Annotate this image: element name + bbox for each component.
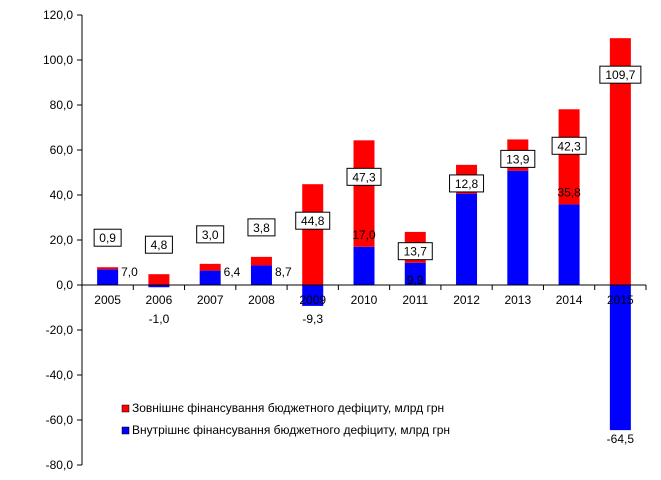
x-tick-label: 2008 <box>248 293 275 307</box>
x-tick-labels: 2005 2006 2007 2008 2009 2010 2011 2012 2013 2014… <box>94 293 634 307</box>
value-label-internal: -64,5 <box>607 432 635 446</box>
axes-layer: -80,0 -60,0 -40,0 -20,0 0,0 20,0 40,0 60,0 80,0 1… <box>43 8 647 472</box>
value-label-external: 4,8 <box>151 238 168 252</box>
x-tick-label: 2011 <box>402 293 428 307</box>
value-label-box-external <box>500 149 536 168</box>
x-tick-label: 2013 <box>504 293 531 307</box>
bar-external <box>609 38 631 285</box>
x-tick-label: 2007 <box>197 293 224 307</box>
bar-internal <box>97 269 119 285</box>
x-tick-label: 2005 <box>94 293 121 307</box>
value-label-external: 13,9 <box>506 152 530 166</box>
legend-swatch-internal <box>121 426 130 435</box>
value-label-box-external <box>346 167 382 186</box>
bar-external <box>148 274 170 285</box>
value-label-internal: -9,3 <box>302 312 323 326</box>
y-tick-label: 60,0 <box>50 143 74 157</box>
value-label-internal: 17,0 <box>352 228 376 242</box>
bar-internal <box>250 265 272 285</box>
y-tick-label: -80,0 <box>46 458 74 472</box>
bar-internal <box>456 193 478 285</box>
y-tick-label: 40,0 <box>50 188 74 202</box>
value-label-internal: -1,0 <box>149 312 170 326</box>
value-label-box-external <box>247 218 276 237</box>
y-tick-label: 120,0 <box>43 8 73 22</box>
bar-external <box>199 263 221 271</box>
y-tick-label: -20,0 <box>46 323 74 337</box>
y-tick-label: 100,0 <box>43 53 73 67</box>
bar-external <box>302 184 324 285</box>
value-label-external: 3,8 <box>253 221 270 235</box>
y-tick-label: -40,0 <box>46 368 74 382</box>
value-label-box-external <box>397 242 433 261</box>
legend-label-external: Зовнішнє фінансування бюджетного дефіцит… <box>132 401 444 415</box>
bar-internal <box>558 204 580 285</box>
bar-internal <box>507 170 529 285</box>
x-tick-label: 2012 <box>453 293 480 307</box>
y-tick-label: 20,0 <box>50 233 74 247</box>
bar-internal <box>148 285 170 288</box>
value-label-internal: 9,9 <box>407 273 424 287</box>
y-tick-label: 0,0 <box>56 278 73 292</box>
value-label-box-external <box>295 211 331 230</box>
value-label-box-external <box>599 65 642 84</box>
value-label-external: 109,7 <box>605 68 635 82</box>
bar-internal <box>609 285 631 431</box>
x-tick-label: 2009 <box>299 293 326 307</box>
x-tick-label: 2006 <box>146 293 173 307</box>
value-label-box-external <box>551 136 587 155</box>
value-label-external: 42,3 <box>557 139 581 153</box>
y-tick-label: 80,0 <box>50 98 74 112</box>
legend-label-internal: Внутрішнє фінансування бюджетного дефіци… <box>132 423 450 437</box>
external-value-labels: 0,9 4,8 3,0 3,8 44,8 47,3 13,7 12,8 13,9 42,3 109,… <box>93 65 642 261</box>
value-label-box-external <box>93 228 122 247</box>
bar-internal <box>404 262 426 285</box>
x-tick-label: 2014 <box>556 293 583 307</box>
value-label-box-external <box>144 235 173 254</box>
value-label-internal: 8,7 <box>275 265 292 279</box>
value-label-internal: 6,4 <box>224 265 241 279</box>
bar-internal <box>302 285 324 306</box>
value-label-external: 12,8 <box>455 177 479 191</box>
y-tick-label: -60,0 <box>46 413 74 427</box>
bar-external <box>558 109 580 205</box>
bar-external <box>353 140 375 247</box>
value-label-external: 47,3 <box>352 170 376 184</box>
x-tick-label: 2010 <box>351 293 378 307</box>
value-label-internal: 35,8 <box>557 185 581 199</box>
value-label-box-external <box>196 225 225 244</box>
bar-external <box>97 267 119 270</box>
legend-swatch-external <box>121 404 130 413</box>
bar-internal <box>199 270 221 285</box>
legend: Зовнішнє фінансування бюджетного дефіцит… <box>121 401 450 437</box>
value-label-external: 13,7 <box>404 245 428 259</box>
value-label-external: 0,9 <box>99 231 116 245</box>
x-tick-label: 2015 <box>607 293 634 307</box>
value-label-external: 44,8 <box>301 214 325 228</box>
value-label-internal: 7,0 <box>121 265 138 279</box>
bar-internal <box>353 246 375 285</box>
value-label-box-external <box>449 174 485 193</box>
value-label-external: 3,0 <box>202 228 219 242</box>
bar-external <box>250 256 272 266</box>
